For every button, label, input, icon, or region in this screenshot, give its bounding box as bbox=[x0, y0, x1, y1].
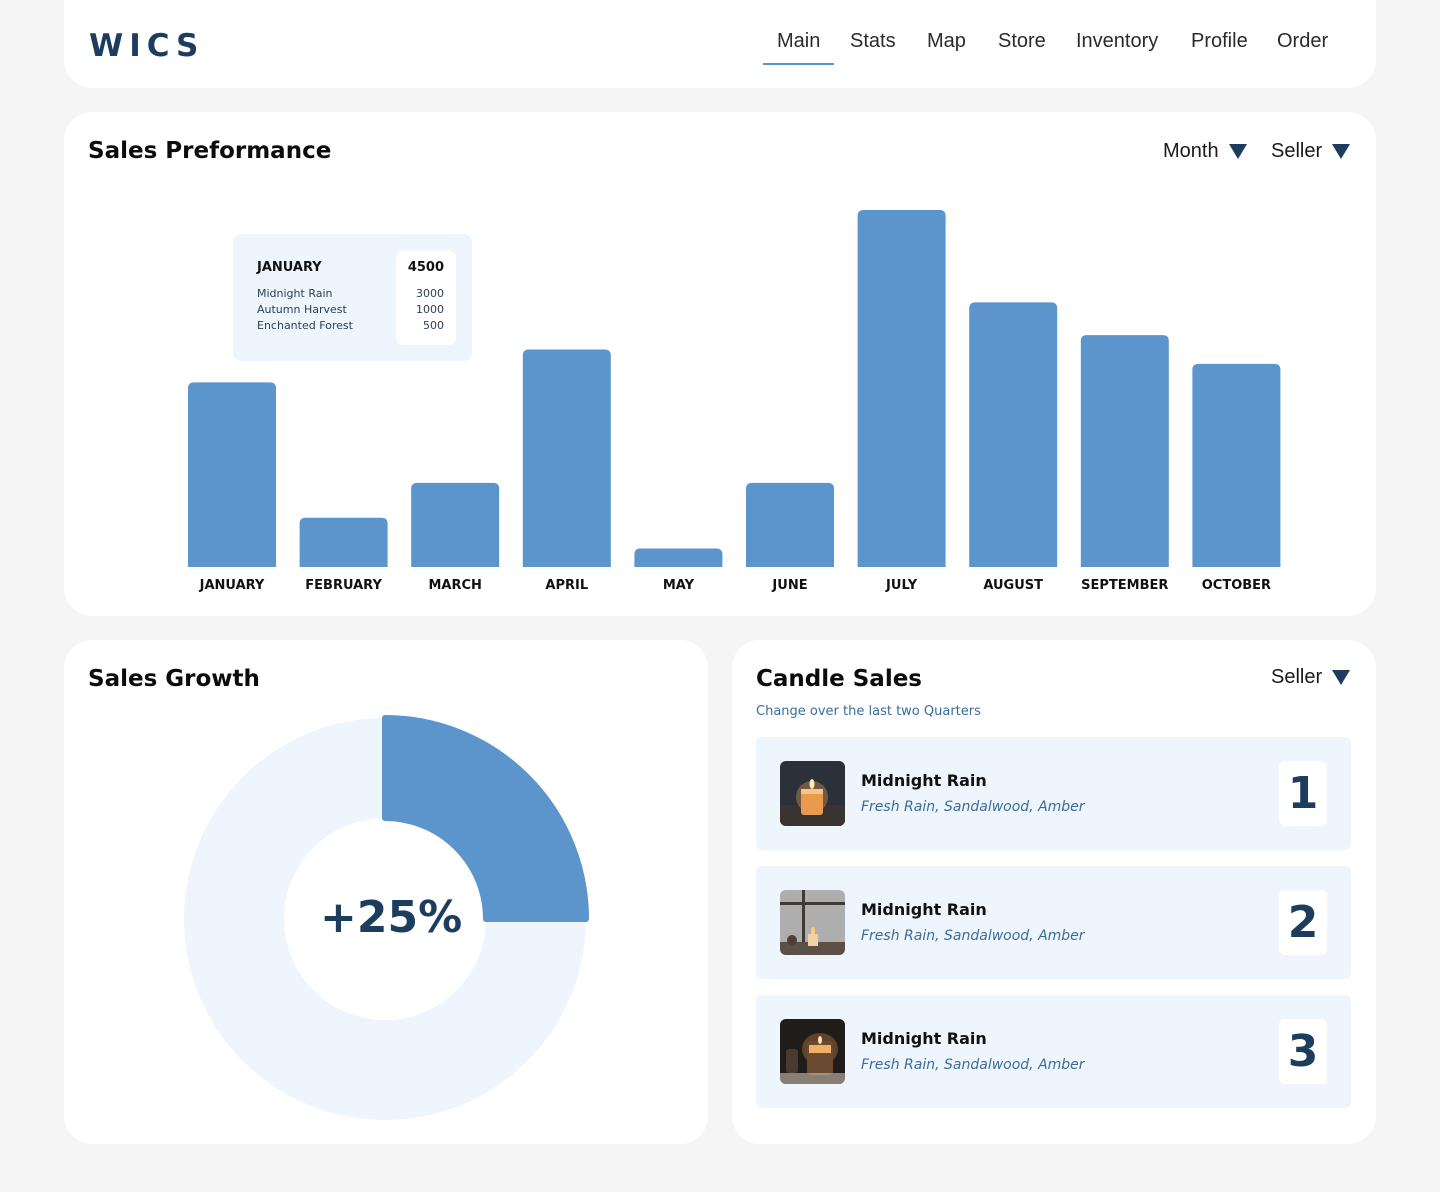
triangle-down-icon bbox=[1332, 144, 1351, 159]
x-tick-label: MARCH bbox=[428, 578, 481, 593]
candle-sales-subtitle: Change over the last two Quarters bbox=[756, 704, 981, 719]
candle-notes: Fresh Rain, Sandalwood, Amber bbox=[861, 799, 1085, 815]
candle-name: Midnight Rain bbox=[861, 1029, 987, 1048]
triangle-down-icon bbox=[1332, 670, 1351, 685]
tooltip-series-value: 3000 bbox=[416, 287, 444, 300]
seller-dropdown-label: Seller bbox=[1271, 666, 1323, 688]
bar-rect bbox=[522, 349, 611, 567]
tooltip-series-value: 500 bbox=[423, 319, 444, 332]
candle-list-item[interactable]: Midnight Rain Fresh Rain, Sandalwood, Am… bbox=[756, 737, 1351, 850]
nav-store[interactable]: Store bbox=[998, 30, 1046, 52]
bar-rect bbox=[746, 482, 834, 567]
rank-badge: 2 bbox=[1279, 890, 1327, 955]
bar-rect bbox=[299, 517, 388, 567]
triangle-down-icon bbox=[1228, 144, 1247, 159]
bar-june[interactable] bbox=[746, 482, 834, 567]
x-tick-label: APRIL bbox=[545, 578, 588, 593]
candle-seller-dropdown[interactable]: Seller bbox=[1271, 666, 1351, 689]
nav-stats[interactable]: Stats bbox=[850, 30, 896, 52]
bar-may[interactable] bbox=[634, 548, 723, 567]
x-tick-label: JANUARY bbox=[199, 578, 265, 593]
seller-dropdown-label: Seller bbox=[1271, 140, 1323, 162]
sales-bar-chart: JANUARY FEBRUARY MARCH APRIL MAY JUNE JULY AUGU… bbox=[188, 210, 1281, 593]
tooltip-series-name: Midnight Rain bbox=[257, 287, 333, 300]
bar-july[interactable] bbox=[857, 210, 946, 567]
x-tick-label: JULY bbox=[885, 578, 918, 593]
x-tick-label: JUNE bbox=[771, 578, 807, 593]
x-tick-label: AUGUST bbox=[983, 578, 1043, 593]
bar-october[interactable] bbox=[1192, 363, 1281, 567]
bar-rect bbox=[1192, 363, 1281, 567]
candle-sales-card: Candle Sales Seller Change over the last… bbox=[732, 640, 1376, 1144]
bar-august[interactable] bbox=[969, 302, 1058, 567]
nav-map[interactable]: Map bbox=[927, 30, 966, 52]
nav-main[interactable]: Main bbox=[763, 30, 835, 65]
bar-january[interactable] bbox=[188, 382, 276, 567]
nav-profile[interactable]: Profile bbox=[1191, 30, 1248, 52]
tooltip-series-name: Enchanted Forest bbox=[257, 319, 353, 332]
tooltip-values-box: 4500 3000 1000 500 bbox=[396, 250, 456, 345]
bar-rect bbox=[1080, 335, 1169, 567]
x-tick-label: FEBRUARY bbox=[305, 578, 382, 593]
nav-inventory[interactable]: Inventory bbox=[1076, 30, 1159, 52]
app-logo[interactable]: WICS bbox=[89, 28, 205, 64]
bar-rect bbox=[969, 302, 1058, 567]
candle-notes: Fresh Rain, Sandalwood, Amber bbox=[861, 928, 1085, 944]
bar-april[interactable] bbox=[522, 349, 611, 567]
top-nav-bar: WICS Main Stats Map Store Inventory Prof… bbox=[64, 0, 1376, 88]
candle-name: Midnight Rain bbox=[861, 900, 987, 919]
bar-february[interactable] bbox=[299, 517, 388, 567]
x-tick-label: SEPTEMBER bbox=[1081, 578, 1168, 593]
bar-march[interactable] bbox=[411, 482, 500, 567]
candle-jar-photo bbox=[780, 1019, 845, 1084]
month-dropdown[interactable]: Month bbox=[1163, 140, 1247, 163]
candle-sales-title: Candle Sales bbox=[756, 666, 922, 692]
sales-growth-card: Sales Growth +25% bbox=[64, 640, 708, 1144]
chart-tooltip: JANUARY Midnight Rain Autumn Harvest Enc… bbox=[233, 234, 472, 361]
bar-rect bbox=[634, 548, 723, 567]
bar-rect bbox=[411, 482, 500, 567]
sales-growth-title: Sales Growth bbox=[88, 666, 260, 692]
tooltip-series-value: 1000 bbox=[416, 303, 444, 316]
bar-rect bbox=[188, 382, 276, 567]
growth-donut-chart bbox=[184, 715, 589, 1120]
sales-performance-title: Sales Preformance bbox=[88, 138, 332, 164]
seller-dropdown[interactable]: Seller bbox=[1271, 140, 1351, 163]
donut-segment[interactable] bbox=[382, 715, 589, 922]
tooltip-series-name: Autumn Harvest bbox=[257, 303, 347, 316]
candle-name: Midnight Rain bbox=[861, 771, 987, 790]
candle-list-item[interactable]: Midnight Rain Fresh Rain, Sandalwood, Am… bbox=[756, 866, 1351, 979]
rank-badge: 3 bbox=[1279, 1019, 1327, 1084]
sales-performance-card: Sales Preformance Month Seller JANUARY FE… bbox=[64, 112, 1376, 616]
growth-percentage: +25% bbox=[320, 892, 463, 943]
tooltip-month: JANUARY bbox=[257, 260, 322, 275]
tooltip-total: 4500 bbox=[407, 260, 444, 275]
rank-badge: 1 bbox=[1279, 761, 1327, 826]
bar-rect bbox=[857, 210, 946, 567]
nav-order[interactable]: Order bbox=[1277, 30, 1329, 52]
month-dropdown-label: Month bbox=[1163, 140, 1219, 162]
bar-september[interactable] bbox=[1080, 335, 1169, 567]
candle-notes: Fresh Rain, Sandalwood, Amber bbox=[861, 1057, 1085, 1073]
candle-photo bbox=[780, 761, 845, 826]
x-tick-label: MAY bbox=[663, 578, 695, 593]
x-tick-label: OCTOBER bbox=[1202, 578, 1271, 593]
candle-window-photo bbox=[780, 890, 845, 955]
candle-list-item[interactable]: Midnight Rain Fresh Rain, Sandalwood, Am… bbox=[756, 995, 1351, 1108]
